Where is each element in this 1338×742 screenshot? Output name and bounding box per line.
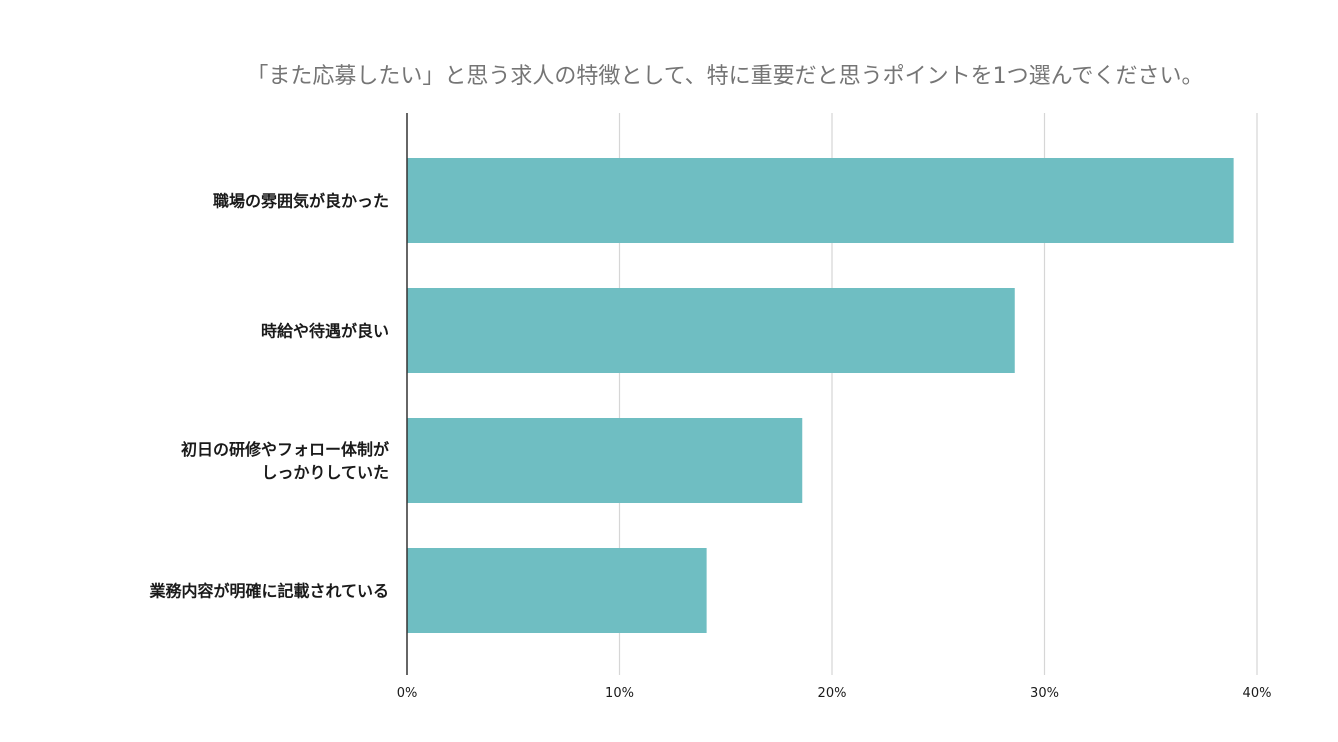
x-tick-label-10: 10% (605, 686, 634, 701)
chart-title: 「また応募したい」と思う求人の特徴として、特に重要だと思うポイントを1つ選んでく… (246, 64, 1204, 89)
bar-2 (407, 288, 1015, 373)
tick-labels: 0% 10% 20% 30% 40% (397, 686, 1272, 701)
bar-4 (407, 548, 707, 633)
category-labels: 職場の雰囲気が良かった時給や待遇が良い初日の研修やフォロー体制がしっかりしていた… (148, 192, 389, 601)
x-tick-label-20: 20% (818, 686, 847, 701)
bars (407, 158, 1234, 633)
x-tick-label-0: 0% (397, 686, 418, 701)
bar-1 (407, 158, 1234, 243)
x-tick-label-30: 30% (1030, 686, 1059, 701)
category-label-1: 職場の雰囲気が良かった (213, 192, 389, 211)
x-tick-label-40: 40% (1243, 686, 1272, 701)
category-label-2: 時給や待遇が良い (261, 322, 389, 341)
bar-3 (407, 418, 803, 503)
category-label-4: 業務内容が明確に記載されている (148, 582, 389, 601)
category-label-3: 初日の研修やフォロー体制がしっかりしていた (181, 440, 389, 482)
